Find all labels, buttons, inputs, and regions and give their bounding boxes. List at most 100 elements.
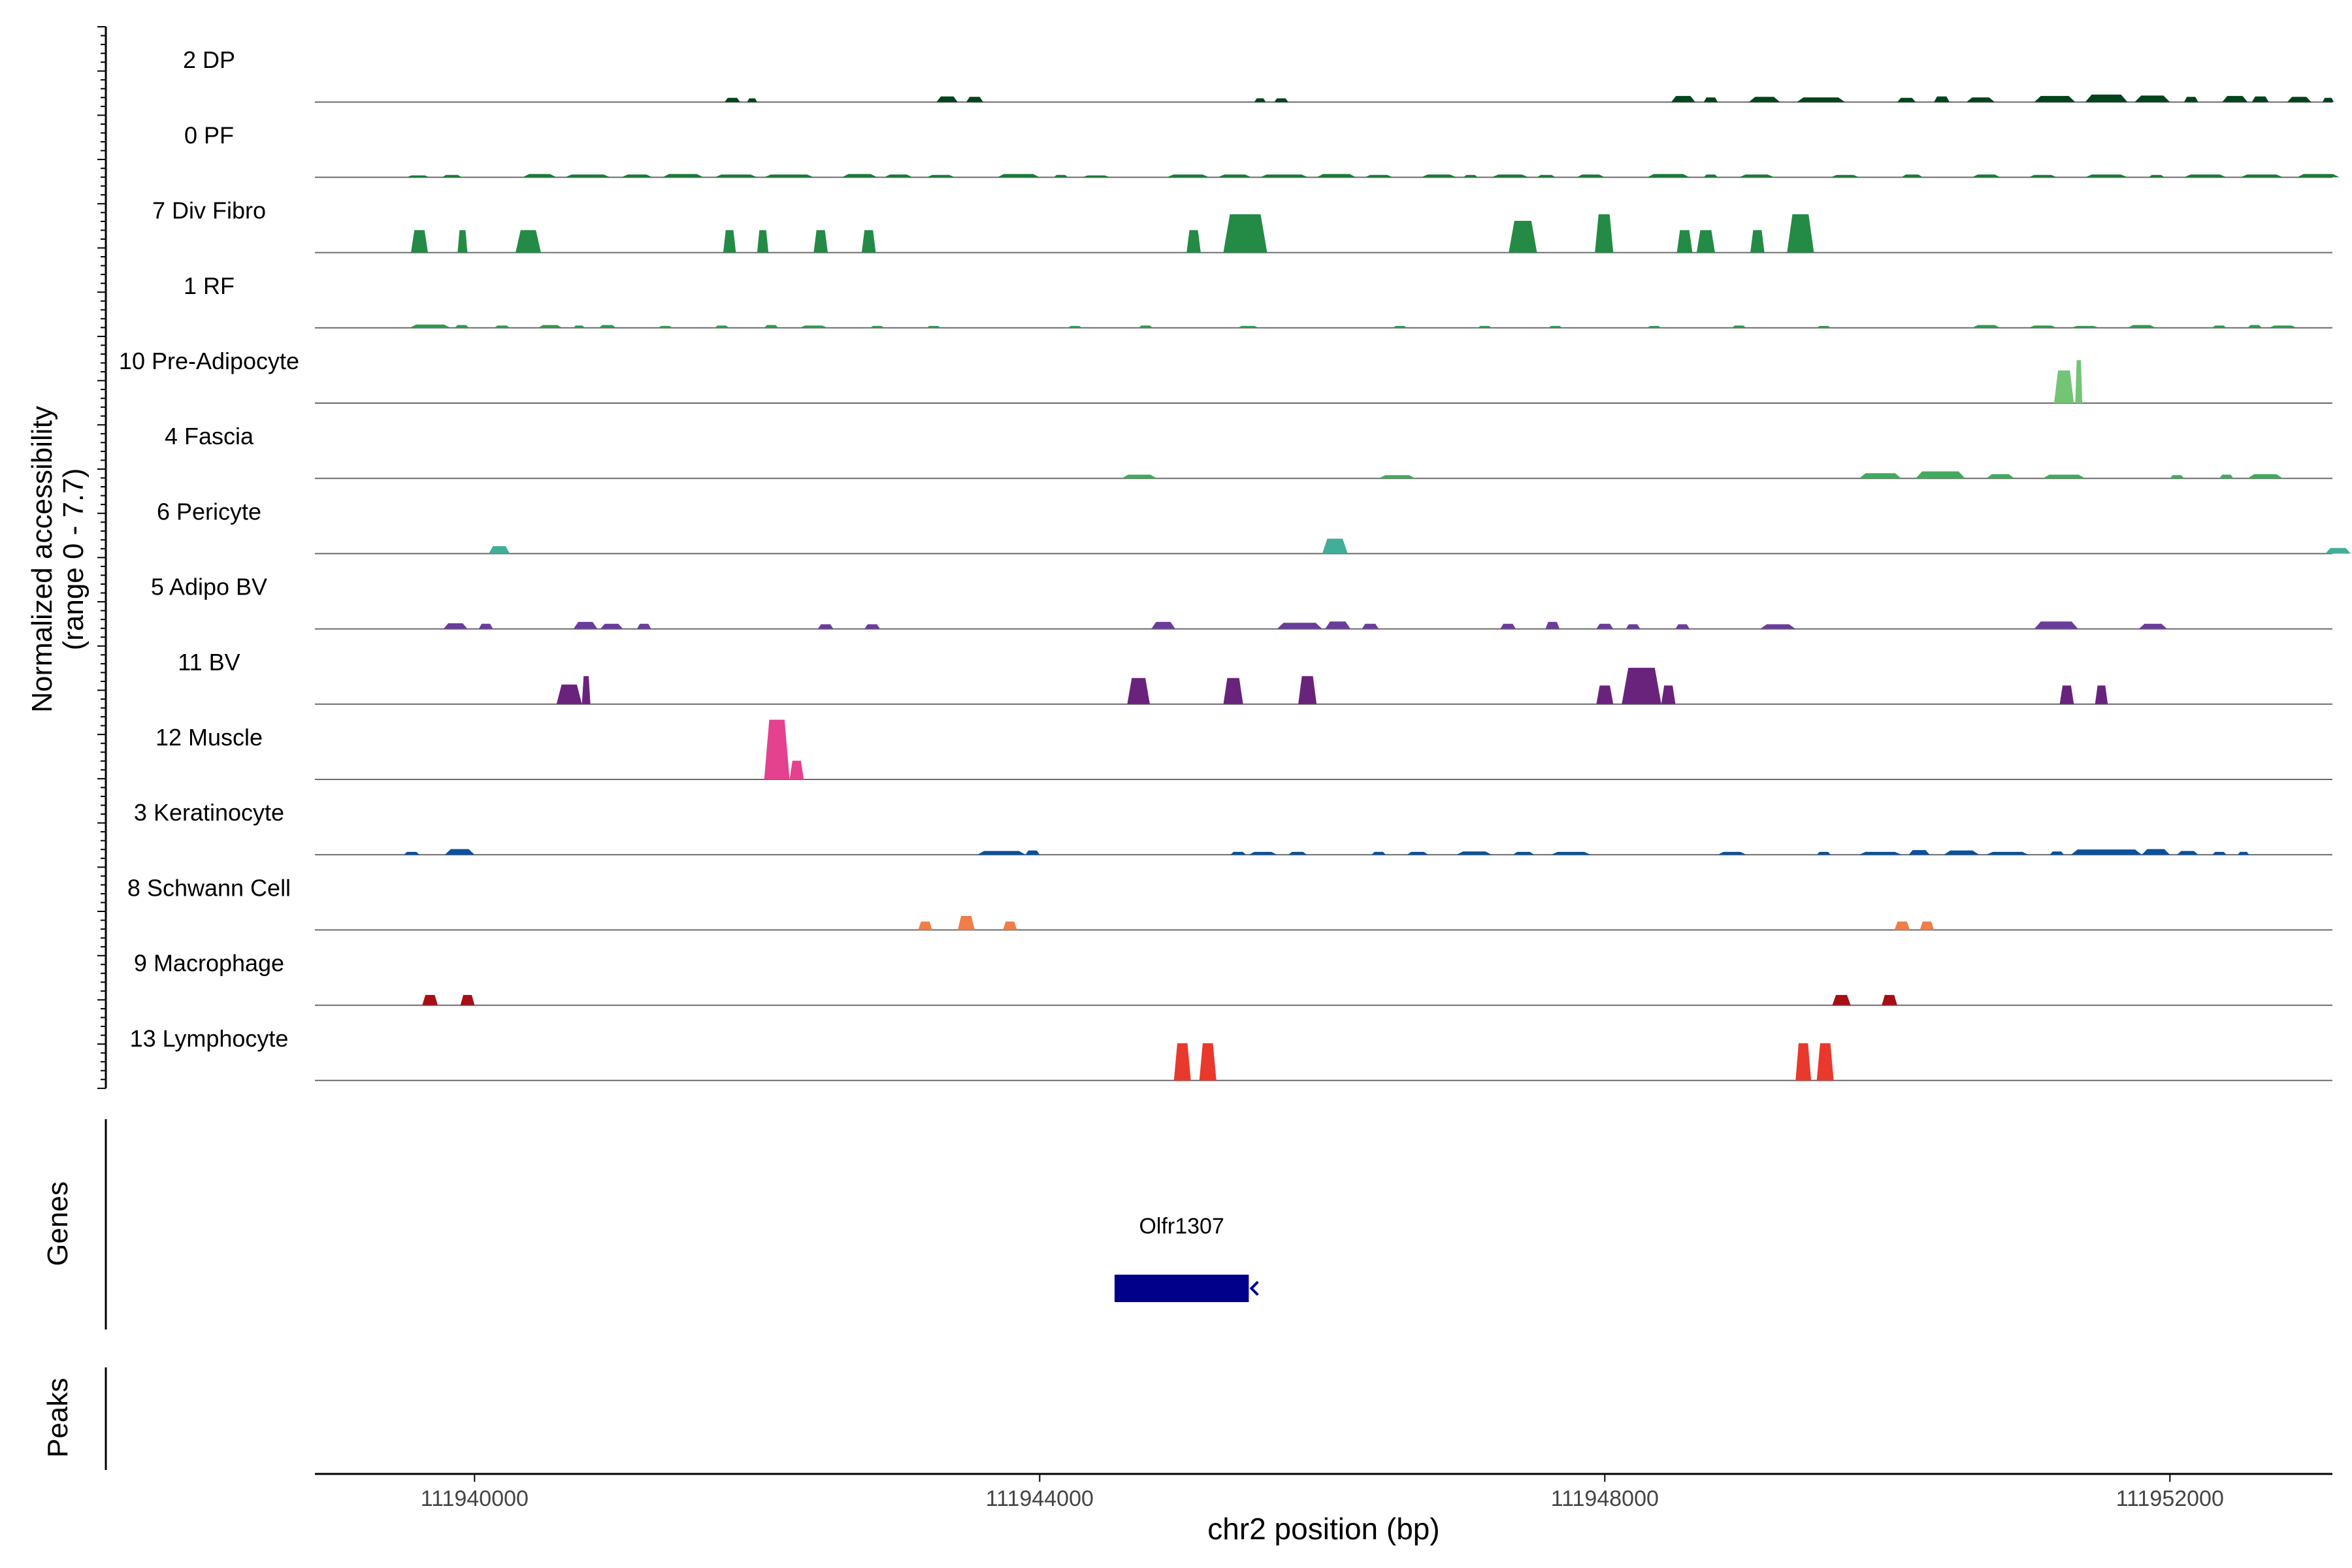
coverage-peak: [573, 325, 585, 328]
coverage-peak: [2075, 360, 2083, 403]
track-label: 10 Pre-Adipocyte: [119, 348, 299, 374]
coverage-peak: [864, 624, 880, 629]
coverage-peak: [1322, 538, 1348, 554]
coverage-peak: [1151, 621, 1175, 629]
coverage-peak: [1217, 174, 1252, 178]
coverage-peak: [1671, 95, 1695, 103]
coverage-peak: [478, 623, 493, 629]
track-9-macrophage: 9 Macrophage: [134, 950, 2332, 1006]
coverage-peak: [1223, 214, 1267, 253]
coverage-peak: [1647, 174, 1690, 178]
coverage-peak: [1816, 325, 1831, 328]
coverage-peak: [2287, 97, 2311, 103]
coverage-peak: [817, 624, 834, 629]
coverage-peak: [1545, 621, 1560, 629]
coverage-peak: [1463, 174, 1478, 178]
coverage-peak: [1908, 850, 1930, 855]
coverage-peak: [457, 230, 468, 253]
coverage-peak: [1254, 98, 1266, 103]
coverage-peak: [2247, 474, 2283, 479]
coverage-peak: [2050, 851, 2065, 855]
coverage-peak: [2322, 97, 2334, 103]
coverage-peak: [2148, 174, 2164, 178]
coverage-peak: [1512, 851, 1535, 855]
coverage-peak: [1054, 174, 1068, 178]
coverage-peak: [2183, 174, 2227, 178]
coverage-peak: [1986, 474, 2015, 479]
coverage-peak: [2251, 96, 2269, 103]
coverage-peak: [2238, 851, 2249, 855]
coverage-peak: [406, 175, 430, 178]
peaks-track-label: Peaks: [42, 1378, 74, 1458]
coverage-peak: [2222, 95, 2248, 103]
coverage-peak: [725, 97, 740, 103]
coverage-peak: [870, 325, 885, 328]
coverage-peak: [455, 325, 469, 328]
coverage-peak: [2070, 849, 2142, 855]
x-tick-label: 111940000: [421, 1486, 529, 1511]
coverage-peak: [1362, 623, 1379, 629]
coverage-peak: [564, 174, 610, 178]
coverage-peak: [1816, 1043, 1834, 1081]
track-0-pf: 0 PF: [184, 122, 2340, 178]
coverage-peak: [1421, 174, 1457, 178]
coverage-peak: [2219, 474, 2234, 479]
coverage-peak: [556, 684, 582, 704]
coverage-peak: [1816, 851, 1831, 855]
coverage-peak: [1859, 851, 1902, 855]
coverage-peak: [1316, 174, 1356, 178]
coverage-peak: [600, 623, 623, 629]
coverage-peak: [1916, 471, 1965, 479]
coverage-peak: [715, 325, 729, 328]
coverage-peak: [538, 325, 563, 328]
track-label: 13 Lymphocyte: [130, 1025, 289, 1052]
coverage-peak: [1703, 97, 1718, 103]
coverage-peak: [444, 849, 475, 855]
coverage-peak: [1167, 174, 1209, 178]
gene-annotation-track: Olfr1307: [1114, 1214, 1259, 1302]
coverage-peak: [1718, 851, 1746, 855]
coverage-peak: [442, 174, 462, 178]
coverage-peak: [1260, 174, 1309, 178]
coverage-peak: [581, 676, 591, 704]
track-8-schwann-cell: 8 Schwann Cell: [127, 874, 2332, 931]
coverage-peak: [1509, 221, 1537, 253]
coverage-peak: [1934, 96, 1950, 103]
coverage-peak: [515, 230, 541, 253]
coverage-peak: [2268, 325, 2297, 328]
coverage-peak: [1894, 921, 1910, 930]
coverage-peak: [460, 994, 475, 1005]
coverage-peak: [1025, 850, 1040, 855]
track-label: 5 Adipo BV: [151, 574, 267, 600]
track-4-fascia: 4 Fascia: [165, 423, 2332, 480]
coverage-peak: [1787, 214, 1814, 253]
coverage-peak: [918, 921, 932, 930]
coverage-peak: [1237, 325, 1259, 328]
coverage-peak: [861, 230, 876, 253]
track-label: 7 Div Fibro: [152, 197, 266, 224]
coverage-peak: [1576, 174, 1605, 178]
coverage-peak: [1795, 1043, 1812, 1081]
coverage-peak: [2042, 474, 2085, 479]
coverage-peak: [1173, 1043, 1191, 1081]
coverage-peak: [1068, 325, 1083, 328]
axis-labels: Normalized accessibility (range 0 - 7.7)…: [26, 406, 1440, 1546]
coverage-peak: [1972, 325, 2001, 328]
coverage-peak: [1832, 994, 1851, 1005]
coverage-peak: [1551, 851, 1591, 855]
coverage-peak: [926, 325, 941, 328]
coverage-peak: [813, 230, 828, 253]
coverage-peak: [1371, 851, 1386, 855]
coverage-peak: [1138, 325, 1153, 328]
coverage-peak: [1986, 851, 2029, 855]
coverage-tracks: 2 DP 0 PF 7 Div Fibro 1 RF 10 Pre-Adipocyte 4…: [119, 46, 2351, 1081]
coverage-peak: [2034, 95, 2076, 103]
coverage-peak: [1003, 921, 1017, 930]
coverage-peak: [799, 325, 828, 328]
coverage-peak: [1277, 623, 1322, 629]
coverage-peak: [1595, 214, 1614, 253]
coverage-peak: [1186, 230, 1201, 253]
coverage-peak: [764, 174, 814, 178]
track-5-adipo-bv: 5 Adipo BV: [151, 574, 2332, 630]
coverage-peak: [966, 97, 983, 103]
